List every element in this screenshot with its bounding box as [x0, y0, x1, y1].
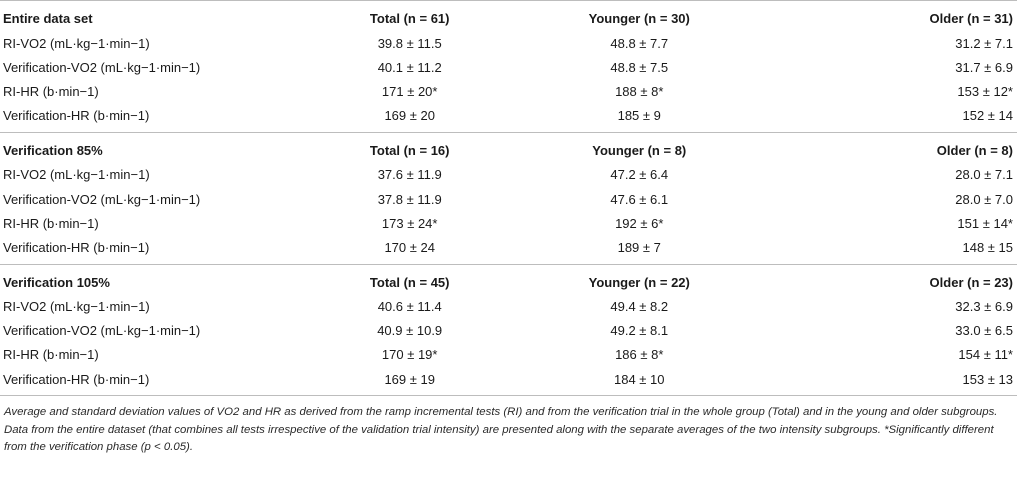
cell-younger: 48.8 ± 7.7 — [610, 35, 669, 51]
row-label: RI-HR (b·min−1) — [3, 347, 99, 363]
table-row: RI-VO2 (mL·kg−1·min−1) 40.6 ± 11.4 49.4 … — [0, 295, 1017, 319]
table-row: Verification-HR (b·min−1) 170 ± 24 189 ±… — [0, 235, 1017, 259]
table-row: Verification-HR (b·min−1) 169 ± 20 185 ±… — [0, 104, 1017, 128]
cell-older: 152 ± 14 — [962, 108, 1013, 124]
section-header-row: Verification 105% Total (n = 45) Younger… — [0, 270, 1017, 295]
table-row: RI-HR (b·min−1) 171 ± 20* 188 ± 8* 153 ±… — [0, 79, 1017, 103]
cell-younger: 48.8 ± 7.5 — [610, 59, 669, 75]
table-row: Verification-HR (b·min−1) 169 ± 19 184 ±… — [0, 367, 1017, 391]
cell-total: 170 ± 19* — [381, 347, 438, 363]
table-section: Verification 105% Total (n = 45) Younger… — [0, 263, 1017, 396]
cell-total: 173 ± 24* — [381, 215, 438, 231]
table-bottom-rule — [0, 395, 1017, 397]
cell-younger: 188 ± 8* — [615, 83, 664, 99]
column-header-total: Total (n = 61) — [369, 11, 450, 26]
section-title: Entire data set — [3, 11, 93, 26]
column-header-total: Total (n = 45) — [369, 274, 450, 290]
row-label: RI-HR (b·min−1) — [3, 215, 99, 231]
cell-total: 37.8 ± 11.9 — [377, 191, 442, 207]
cell-total: 40.1 ± 11.2 — [377, 59, 442, 75]
cell-older: 151 ± 14* — [957, 215, 1013, 231]
column-header-older: Older (n = 23) — [929, 274, 1013, 290]
cell-total: 37.6 ± 11.9 — [377, 167, 442, 183]
row-label: Verification-HR (b·min−1) — [3, 108, 150, 124]
cell-younger: 185 ± 9 — [617, 108, 661, 124]
section-title: Verification 105% — [3, 274, 110, 290]
table-row: Verification-VO2 (mL·kg−1·min−1) 37.8 ± … — [0, 187, 1017, 211]
cell-older: 154 ± 11* — [958, 347, 1013, 363]
section-header-row: Entire data set Total (n = 61) Younger (… — [0, 6, 1017, 31]
column-header-older: Older (n = 8) — [936, 142, 1013, 158]
cell-total: 169 ± 19 — [384, 371, 435, 387]
cell-older: 28.0 ± 7.1 — [955, 167, 1013, 183]
section-title: Verification 85% — [3, 142, 103, 158]
column-header-younger: Younger (n = 22) — [588, 274, 690, 290]
cell-total: 39.8 ± 11.5 — [377, 35, 442, 51]
results-table: Entire data set Total (n = 61) Younger (… — [0, 0, 1017, 454]
cell-total: 40.6 ± 11.4 — [377, 299, 442, 315]
row-label: RI-VO2 (mL·kg−1·min−1) — [3, 299, 150, 315]
column-header-total: Total (n = 16) — [369, 142, 450, 158]
table-caption: Average and standard deviation values of… — [4, 406, 998, 454]
cell-older: 31.2 ± 7.1 — [955, 35, 1013, 51]
cell-older: 31.7 ± 6.9 — [955, 59, 1013, 75]
cell-younger: 192 ± 6* — [615, 215, 664, 231]
cell-younger: 47.2 ± 6.4 — [610, 167, 669, 183]
row-label: RI-HR (b·min−1) — [3, 83, 99, 99]
cell-total: 169 ± 20 — [384, 108, 435, 124]
row-label: RI-VO2 (mL·kg−1·min−1) — [3, 35, 150, 51]
table-section: Entire data set Total (n = 61) Younger (… — [0, 0, 1017, 132]
cell-younger: 184 ± 10 — [613, 371, 665, 387]
row-label: Verification-VO2 (mL·kg−1·min−1) — [3, 323, 201, 339]
table-section: Verification 85% Total (n = 16) Younger … — [0, 131, 1017, 264]
cell-total: 40.9 ± 10.9 — [377, 323, 443, 339]
table-row: RI-VO2 (mL·kg−1·min−1) 37.6 ± 11.9 47.2 … — [0, 163, 1017, 187]
table-row: Verification-VO2 (mL·kg−1·min−1) 40.9 ± … — [0, 319, 1017, 343]
cell-older: 153 ± 13 — [962, 371, 1013, 387]
cell-total: 171 ± 20* — [381, 83, 438, 99]
cell-younger: 189 ± 7 — [617, 239, 661, 255]
column-header-older: Older (n = 31) — [929, 11, 1013, 26]
table-row: RI-VO2 (mL·kg−1·min−1) 39.8 ± 11.5 48.8 … — [0, 31, 1017, 55]
cell-older: 33.0 ± 6.5 — [955, 323, 1013, 339]
column-header-younger: Younger (n = 30) — [588, 11, 690, 26]
table-row: RI-HR (b·min−1) 173 ± 24* 192 ± 6* 151 ±… — [0, 211, 1017, 235]
column-header-younger: Younger (n = 8) — [592, 142, 687, 158]
row-label: Verification-HR (b·min−1) — [3, 371, 150, 387]
row-label: Verification-VO2 (mL·kg−1·min−1) — [3, 59, 201, 75]
table-row: Verification-VO2 (mL·kg−1·min−1) 40.1 ± … — [0, 55, 1017, 79]
table-row: RI-HR (b·min−1) 170 ± 19* 186 ± 8* 154 ±… — [0, 343, 1017, 367]
cell-total: 170 ± 24 — [384, 239, 435, 255]
cell-younger: 49.4 ± 8.2 — [610, 299, 669, 315]
cell-younger: 49.2 ± 8.1 — [610, 323, 669, 339]
cell-older: 148 ± 15 — [962, 239, 1013, 255]
cell-older: 32.3 ± 6.9 — [955, 299, 1013, 315]
cell-older: 28.0 ± 7.0 — [955, 191, 1013, 207]
row-label: Verification-HR (b·min−1) — [3, 239, 150, 255]
cell-older: 153 ± 12* — [957, 83, 1013, 99]
cell-younger: 47.6 ± 6.1 — [610, 191, 669, 207]
row-label: RI-VO2 (mL·kg−1·min−1) — [3, 167, 150, 183]
section-header-row: Verification 85% Total (n = 16) Younger … — [0, 138, 1017, 163]
row-label: Verification-VO2 (mL·kg−1·min−1) — [3, 191, 201, 207]
cell-younger: 186 ± 8* — [615, 347, 664, 363]
